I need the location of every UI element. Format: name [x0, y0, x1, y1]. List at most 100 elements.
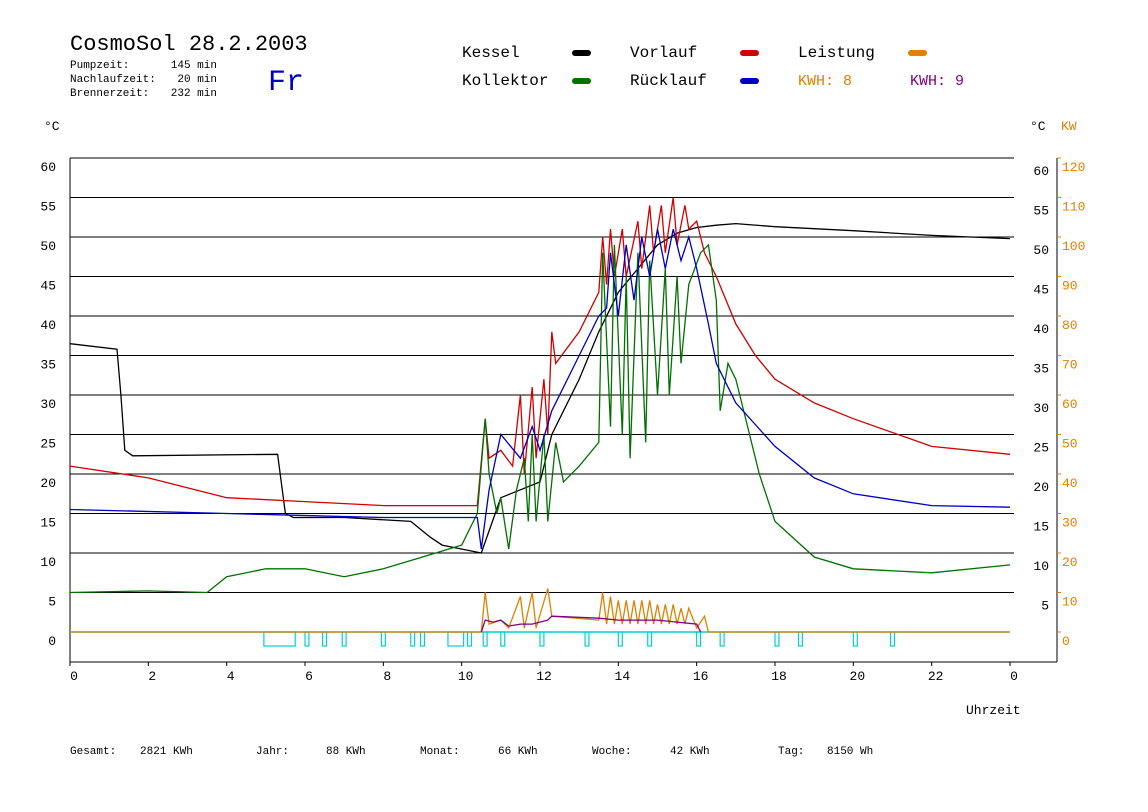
x-tick-label: 16	[693, 669, 709, 684]
pump-interval	[341, 631, 347, 647]
y-tick-label: 60	[40, 160, 56, 175]
stat-value: 20 min	[177, 74, 217, 86]
pump-interval	[719, 631, 725, 647]
y-tick-label: 25	[40, 437, 56, 452]
pump-interval	[889, 631, 896, 647]
y2-tick-label: 110	[1062, 200, 1085, 215]
y-right-tick-label: 5	[1041, 599, 1049, 614]
y2-tick-label: 90	[1062, 279, 1078, 294]
pump-interval	[852, 631, 858, 647]
x-tick-label: 2	[148, 669, 156, 684]
y2-tick-label: 50	[1062, 437, 1078, 452]
series-line	[69, 222, 1011, 554]
pump-interval	[466, 631, 473, 647]
stat-value: 232 min	[171, 88, 217, 100]
weekday: Fr	[268, 66, 304, 100]
pump-interval	[482, 631, 488, 647]
pump-interval	[774, 631, 780, 647]
x-tick-label: 20	[850, 669, 866, 684]
x-tick-label: 14	[615, 669, 631, 684]
y-right-tick-label: 15	[1033, 520, 1049, 535]
total-label: Tag:	[778, 746, 804, 758]
y2-tick-label: 30	[1062, 516, 1078, 531]
series-line	[69, 228, 1011, 550]
legend-label: Kessel	[462, 44, 520, 62]
y2-tick-label: 40	[1062, 476, 1078, 491]
y2-tick-label: 20	[1062, 555, 1078, 570]
total-label: Woche:	[592, 746, 632, 758]
y-right-tick-label: 20	[1033, 480, 1049, 495]
legend-label: Rücklauf	[630, 72, 707, 90]
x-tick-label: 4	[227, 669, 235, 684]
legend-label: Vorlauf	[630, 44, 697, 62]
pump-interval	[304, 631, 310, 647]
y-tick-label: 0	[48, 634, 56, 649]
x-tick-label: 6	[305, 669, 313, 684]
x-axis-label: Uhrzeit	[966, 703, 1021, 718]
y2-axis-label: KW	[1061, 119, 1077, 134]
y-right-tick-label: 30	[1033, 401, 1049, 416]
total-label: Monat:	[420, 746, 460, 758]
series-line	[69, 197, 1011, 507]
pump-interval	[410, 631, 416, 647]
kwh-label: KWH: 8	[798, 73, 852, 90]
pump-interval	[263, 631, 296, 647]
y2-tick-label: 10	[1062, 595, 1078, 610]
chart-title: CosmoSol 28.2.2003	[70, 32, 308, 57]
pump-interval	[380, 631, 386, 647]
y2-tick-label: 120	[1062, 160, 1085, 175]
total-label: Jahr:	[256, 746, 289, 758]
stat-label: Pumpzeit:	[70, 60, 129, 72]
x-tick-label: 8	[383, 669, 391, 684]
y2-tick-label: 60	[1062, 397, 1078, 412]
y-tick-label: 30	[40, 397, 56, 412]
kwh-label: KWH: 9	[910, 73, 964, 90]
pump-interval	[584, 631, 590, 647]
total-value: 88 KWh	[326, 746, 366, 758]
pump-interval	[797, 631, 804, 647]
pump-interval	[322, 631, 328, 647]
pump-interval	[419, 631, 426, 647]
x-tick-label: 0	[1010, 669, 1018, 684]
y2-tick-label: 80	[1062, 318, 1078, 333]
total-value: 8150 Wh	[827, 746, 873, 758]
stat-label: Nachlaufzeit:	[70, 74, 156, 86]
y2-axis-label: °C	[1030, 119, 1046, 134]
y-axis-label: °C	[44, 119, 60, 134]
stat-value: 145 min	[171, 60, 217, 72]
total-value: 42 KWh	[670, 746, 710, 758]
pump-interval	[500, 631, 506, 647]
y-tick-label: 20	[40, 476, 56, 491]
x-tick-label: 10	[458, 669, 474, 684]
pump-interval	[696, 631, 702, 647]
series-line	[480, 615, 702, 633]
series-line	[70, 588, 1010, 633]
legend-label: Kollektor	[462, 72, 548, 90]
y2-tick-label: 100	[1062, 239, 1085, 254]
y-right-tick-label: 45	[1033, 283, 1049, 298]
y-tick-label: 35	[40, 358, 56, 373]
pump-interval	[539, 631, 545, 647]
y-tick-label: 5	[48, 595, 56, 610]
y-tick-label: 55	[40, 200, 56, 215]
y-right-tick-label: 35	[1033, 362, 1049, 377]
y2-tick-label: 0	[1062, 634, 1070, 649]
y-right-tick-label: 55	[1033, 204, 1049, 219]
y-right-tick-label: 10	[1033, 559, 1049, 574]
pump-interval	[647, 631, 653, 647]
legend-label: Leistung	[798, 44, 875, 62]
y-tick-label: 45	[40, 279, 56, 294]
total-label: Gesamt:	[70, 746, 116, 758]
y-right-tick-label: 40	[1033, 322, 1049, 337]
series-line	[69, 243, 1011, 594]
y-right-tick-label: 60	[1033, 164, 1049, 179]
total-value: 2821 KWh	[140, 746, 193, 758]
y-tick-label: 15	[40, 516, 56, 531]
pump-interval	[617, 631, 623, 647]
x-tick-label: 22	[928, 669, 944, 684]
y-right-tick-label: 25	[1033, 441, 1049, 456]
y-tick-label: 50	[40, 239, 56, 254]
y-right-tick-label: 50	[1033, 243, 1049, 258]
x-tick-label: 12	[536, 669, 552, 684]
